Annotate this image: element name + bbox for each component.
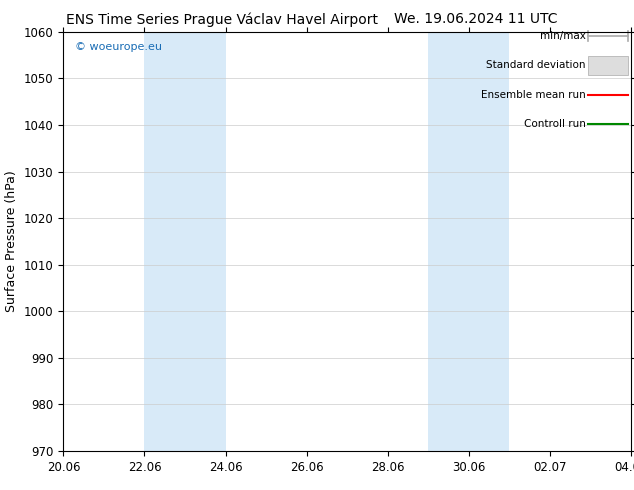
Text: ENS Time Series Prague Václav Havel Airport: ENS Time Series Prague Václav Havel Airp… <box>66 12 378 27</box>
Text: min/max: min/max <box>540 31 585 41</box>
Text: © woeurope.eu: © woeurope.eu <box>75 42 162 52</box>
Bar <box>428 32 509 451</box>
Text: We. 19.06.2024 11 UTC: We. 19.06.2024 11 UTC <box>394 12 557 26</box>
Text: Standard deviation: Standard deviation <box>486 60 585 71</box>
Y-axis label: Surface Pressure (hPa): Surface Pressure (hPa) <box>5 171 18 312</box>
Text: Controll run: Controll run <box>524 119 585 129</box>
Bar <box>145 32 226 451</box>
Text: Ensemble mean run: Ensemble mean run <box>481 90 585 99</box>
FancyBboxPatch shape <box>588 56 628 75</box>
